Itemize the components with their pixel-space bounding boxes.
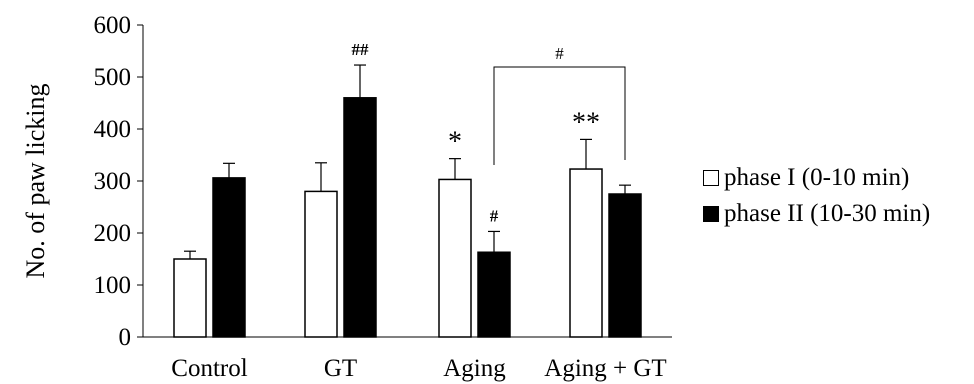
y-axis-label: No. of paw licking bbox=[21, 84, 50, 279]
bar-phase-2 bbox=[343, 97, 377, 338]
y-tick-label: 300 bbox=[94, 168, 132, 195]
significance-marker: ** bbox=[572, 107, 600, 138]
bar-phase-1 bbox=[438, 178, 472, 338]
x-tick-label: Aging + GT bbox=[544, 355, 666, 382]
significance-marker: ## bbox=[352, 40, 370, 59]
bar-phase-2 bbox=[608, 193, 642, 338]
y-tick-label: 600 bbox=[94, 12, 132, 39]
significance-marker: # bbox=[490, 206, 499, 225]
legend-item-phase-1: phase I (0-10 min) bbox=[703, 160, 930, 196]
bar-phase-1 bbox=[569, 168, 603, 338]
legend-item-phase-2: phase II (10-30 min) bbox=[703, 196, 930, 232]
legend-swatch-phase-1 bbox=[703, 170, 719, 186]
legend-label-phase-1: phase I (0-10 min) bbox=[724, 164, 910, 191]
bar-phase-1 bbox=[304, 190, 338, 338]
y-tick-label: 0 bbox=[119, 324, 132, 351]
y-tick-label: 500 bbox=[94, 64, 132, 91]
significance-bracket bbox=[493, 66, 626, 165]
bracket-label: # bbox=[555, 44, 564, 63]
legend-swatch-phase-2 bbox=[703, 206, 719, 222]
bar-phase-2 bbox=[477, 251, 511, 338]
y-tick-label: 100 bbox=[94, 272, 132, 299]
legend-label-phase-2: phase II (10-30 min) bbox=[724, 200, 931, 227]
bar-phase-1 bbox=[173, 258, 207, 338]
legend: phase I (0-10 min) phase II (10-30 min) bbox=[703, 160, 930, 232]
x-tick-label: Control bbox=[171, 355, 247, 382]
bar-phase-2 bbox=[212, 177, 246, 338]
y-tick-label: 400 bbox=[94, 116, 132, 143]
y-tick-label: 200 bbox=[94, 220, 132, 247]
x-tick-label: GT bbox=[324, 355, 357, 382]
significance-marker: * bbox=[448, 127, 462, 158]
x-tick-label: Aging bbox=[443, 355, 506, 382]
